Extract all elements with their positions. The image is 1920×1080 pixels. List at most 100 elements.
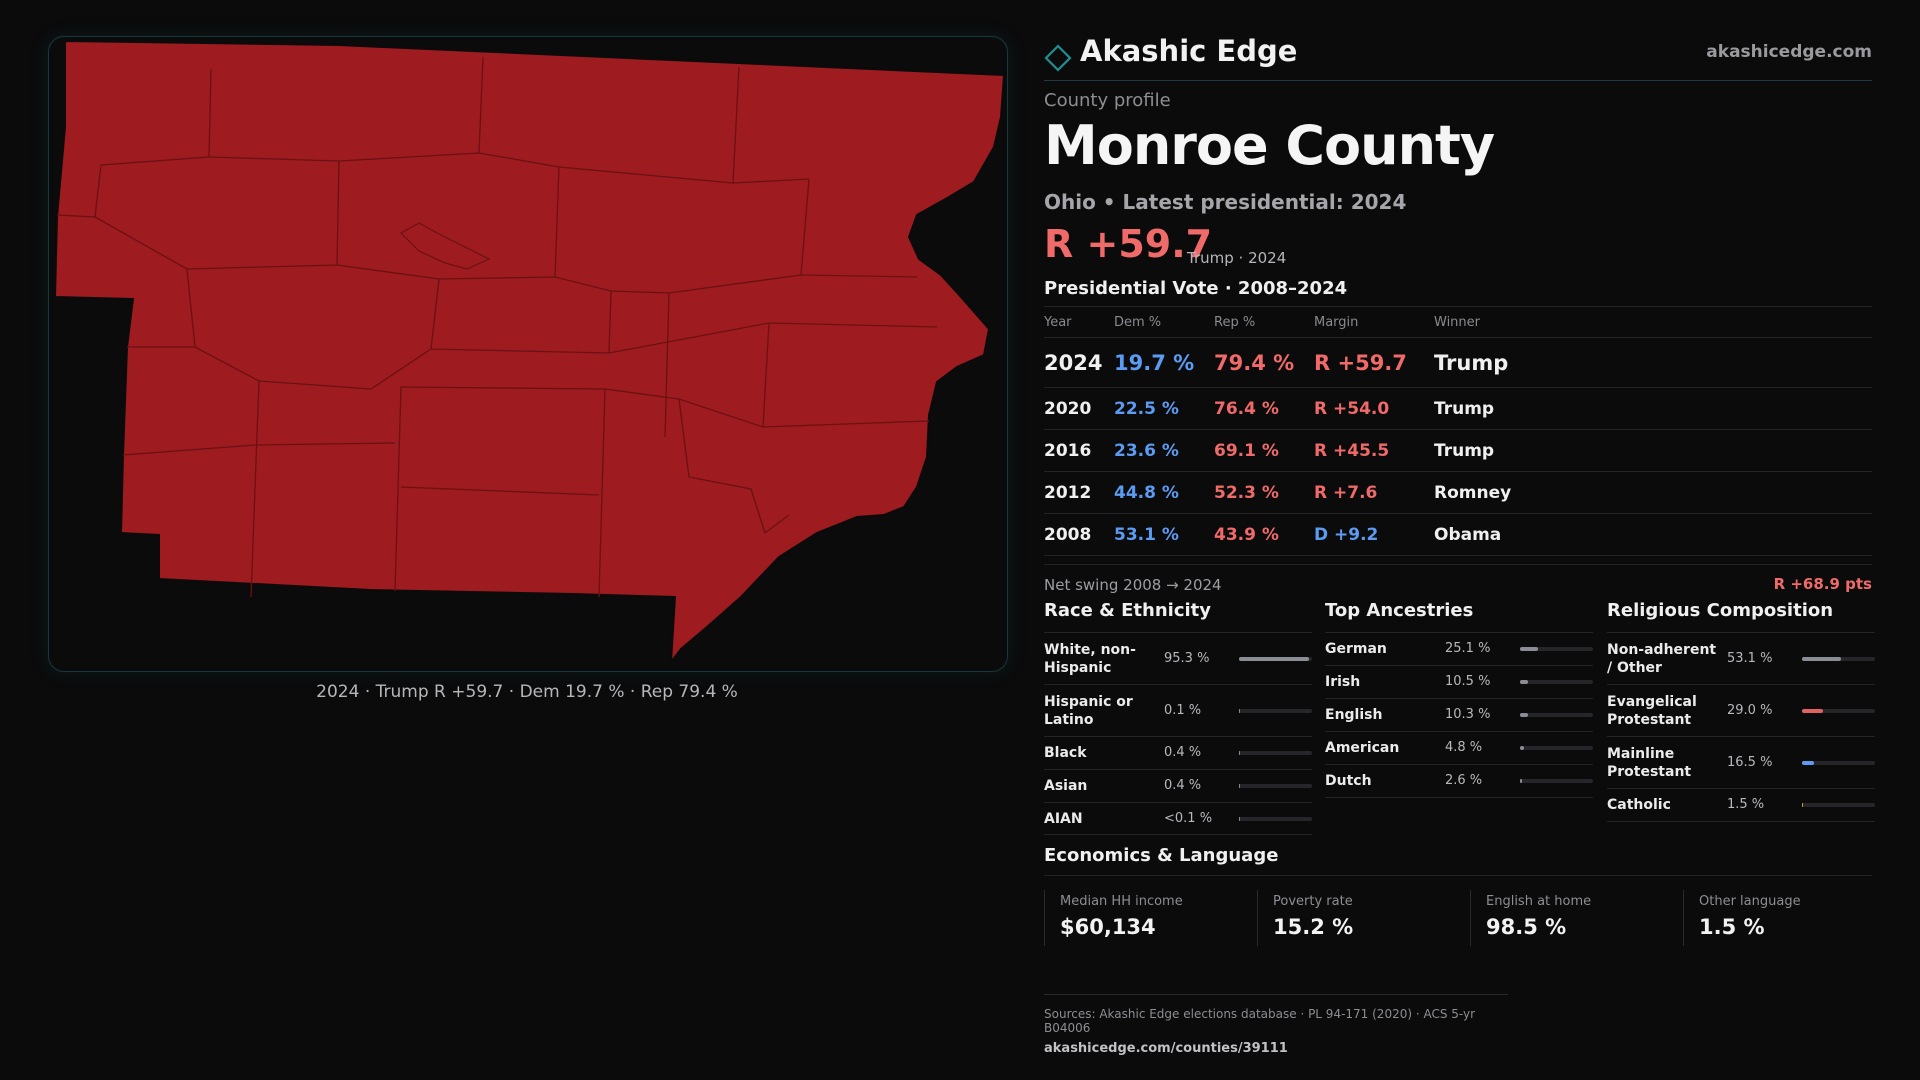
- stat-label: Poverty rate: [1273, 894, 1353, 909]
- ancestry-value: 10.3 %: [1445, 707, 1491, 722]
- race-label: Hispanic or Latino: [1044, 694, 1133, 728]
- row-dem: 22.5 %: [1114, 399, 1179, 419]
- religion-bar: [1802, 761, 1875, 765]
- stat-value: 15.2 %: [1273, 915, 1354, 939]
- race-value: 0.1 %: [1164, 703, 1202, 718]
- net-swing-label: Net swing 2008 → 2024: [1044, 576, 1222, 594]
- race-bar-fill: [1239, 784, 1241, 788]
- ancestry-bar-fill: [1520, 713, 1528, 717]
- list-item: Hispanic or Latino 0.1 %: [1044, 685, 1312, 737]
- row-winner: Trump: [1434, 351, 1509, 375]
- row-winner: Obama: [1434, 525, 1502, 545]
- race-value: <0.1 %: [1164, 811, 1213, 826]
- row-rep: 43.9 %: [1214, 525, 1279, 545]
- row-margin: D +9.2: [1314, 525, 1379, 545]
- ancestry-value: 2.6 %: [1445, 773, 1483, 788]
- religion-value: 16.5 %: [1727, 755, 1773, 770]
- religion-bar-fill: [1802, 709, 1824, 713]
- race-bar-fill: [1239, 751, 1241, 755]
- table-row: 2008 53.1 % 43.9 % D +9.2 Obama: [1044, 514, 1872, 556]
- table-row: 2016 23.6 % 69.1 % R +45.5 Trump: [1044, 430, 1872, 472]
- brand-header: Akashic Edge akashicedge.com: [1044, 30, 1872, 81]
- religion-bar-fill: [1802, 657, 1841, 661]
- row-rep: 76.4 %: [1214, 399, 1279, 419]
- race-bar: [1239, 751, 1312, 755]
- religion-label: Catholic: [1607, 797, 1671, 813]
- latest-margin: R +59.7: [1044, 222, 1213, 266]
- race-ethnicity-title: Race & Ethnicity: [1044, 600, 1312, 633]
- row-margin: R +7.6: [1314, 483, 1378, 503]
- list-item: White, non-Hispanic 95.3 %: [1044, 633, 1312, 685]
- ancestry-bar: [1520, 779, 1593, 783]
- ancestry-bar: [1520, 680, 1593, 684]
- religion-section: Religious Composition Non-adherent / Oth…: [1607, 600, 1875, 822]
- list-item: Non-adherent / Other 53.1 %: [1607, 633, 1875, 685]
- page-eyebrow: County profile: [1044, 90, 1171, 111]
- row-winner: Trump: [1434, 399, 1495, 419]
- ancestry-value: 4.8 %: [1445, 740, 1483, 755]
- table-row: 2020 22.5 % 76.4 % R +54.0 Trump: [1044, 388, 1872, 430]
- religion-label: Mainline Protestant: [1607, 746, 1692, 780]
- list-item: Evangelical Protestant 29.0 %: [1607, 685, 1875, 737]
- header-year: Year: [1044, 315, 1072, 330]
- page-subtitle: Ohio • Latest presidential: 2024: [1044, 190, 1407, 214]
- stat-label: Other language: [1699, 894, 1801, 909]
- row-winner: Trump: [1434, 441, 1495, 461]
- county-map: [53, 39, 1006, 666]
- vote-table-title: Presidential Vote · 2008–2024: [1044, 278, 1348, 299]
- ancestry-label: German: [1325, 641, 1387, 657]
- list-item: Asian 0.4 %: [1044, 770, 1312, 803]
- race-label: Asian: [1044, 778, 1088, 794]
- row-year: 2024: [1044, 351, 1103, 375]
- race-value: 0.4 %: [1164, 745, 1202, 760]
- religion-bar-fill: [1802, 803, 1804, 807]
- ancestries-title: Top Ancestries: [1325, 600, 1593, 633]
- row-year: 2012: [1044, 483, 1092, 503]
- stat-label: English at home: [1486, 894, 1592, 909]
- row-dem: 23.6 %: [1114, 441, 1179, 461]
- religion-bar: [1802, 709, 1875, 713]
- row-winner: Romney: [1434, 483, 1512, 503]
- header-dem: Dem %: [1114, 315, 1162, 330]
- ancestry-bar: [1520, 647, 1593, 651]
- row-year: 2008: [1044, 525, 1092, 545]
- ancestry-value: 10.5 %: [1445, 674, 1491, 689]
- county-map-panel: [48, 36, 1008, 672]
- vote-table-header: Year Dem % Rep % Margin Winner: [1044, 307, 1872, 338]
- table-row: 2024 19.7 % 79.4 % R +59.7 Trump: [1044, 338, 1872, 388]
- race-bar: [1239, 817, 1312, 821]
- county-url-link[interactable]: akashicedge.com/counties/39111: [1044, 1041, 1288, 1056]
- net-swing: Net swing 2008 → 2024 R +68.9 pts: [1044, 564, 1872, 594]
- ancestry-bar-fill: [1520, 680, 1528, 684]
- list-item: Black 0.4 %: [1044, 737, 1312, 770]
- religion-value: 53.1 %: [1727, 651, 1773, 666]
- stat-card-other-language: Other language 1.5 %: [1683, 890, 1895, 946]
- economics-title: Economics & Language: [1044, 845, 1872, 876]
- sources-text: Sources: Akashic Edge elections database…: [1044, 1007, 1476, 1035]
- row-rep: 69.1 %: [1214, 441, 1279, 461]
- race-bar: [1239, 709, 1312, 713]
- race-bar-fill: [1239, 817, 1241, 821]
- race-bar: [1239, 784, 1312, 788]
- race-bar-fill: [1239, 709, 1241, 713]
- religion-value: 29.0 %: [1727, 703, 1773, 718]
- list-item: English 10.3 %: [1325, 699, 1593, 732]
- page-title: Monroe County: [1044, 114, 1495, 177]
- brand-name: Akashic Edge: [1080, 34, 1298, 68]
- lake-outline: [400, 222, 491, 270]
- religion-bar-fill: [1802, 761, 1815, 765]
- economics-cards: Median HH income $60,134 Poverty rate 15…: [1044, 890, 1872, 946]
- row-rep: 52.3 %: [1214, 483, 1279, 503]
- list-item: Dutch 2.6 %: [1325, 765, 1593, 798]
- race-value: 0.4 %: [1164, 778, 1202, 793]
- religion-value: 1.5 %: [1727, 797, 1765, 812]
- stat-label: Median HH income: [1060, 894, 1183, 909]
- brand-url-link[interactable]: akashicedge.com: [1706, 42, 1872, 62]
- ancestry-bar-fill: [1520, 647, 1539, 651]
- row-dem: 53.1 %: [1114, 525, 1179, 545]
- township-boundaries: [56, 56, 938, 598]
- list-item: AIAN <0.1 %: [1044, 803, 1312, 835]
- religion-bar: [1802, 803, 1875, 807]
- ancestries-section: Top Ancestries German 25.1 % Irish 10.5 …: [1325, 600, 1593, 798]
- ancestry-bar: [1520, 746, 1593, 750]
